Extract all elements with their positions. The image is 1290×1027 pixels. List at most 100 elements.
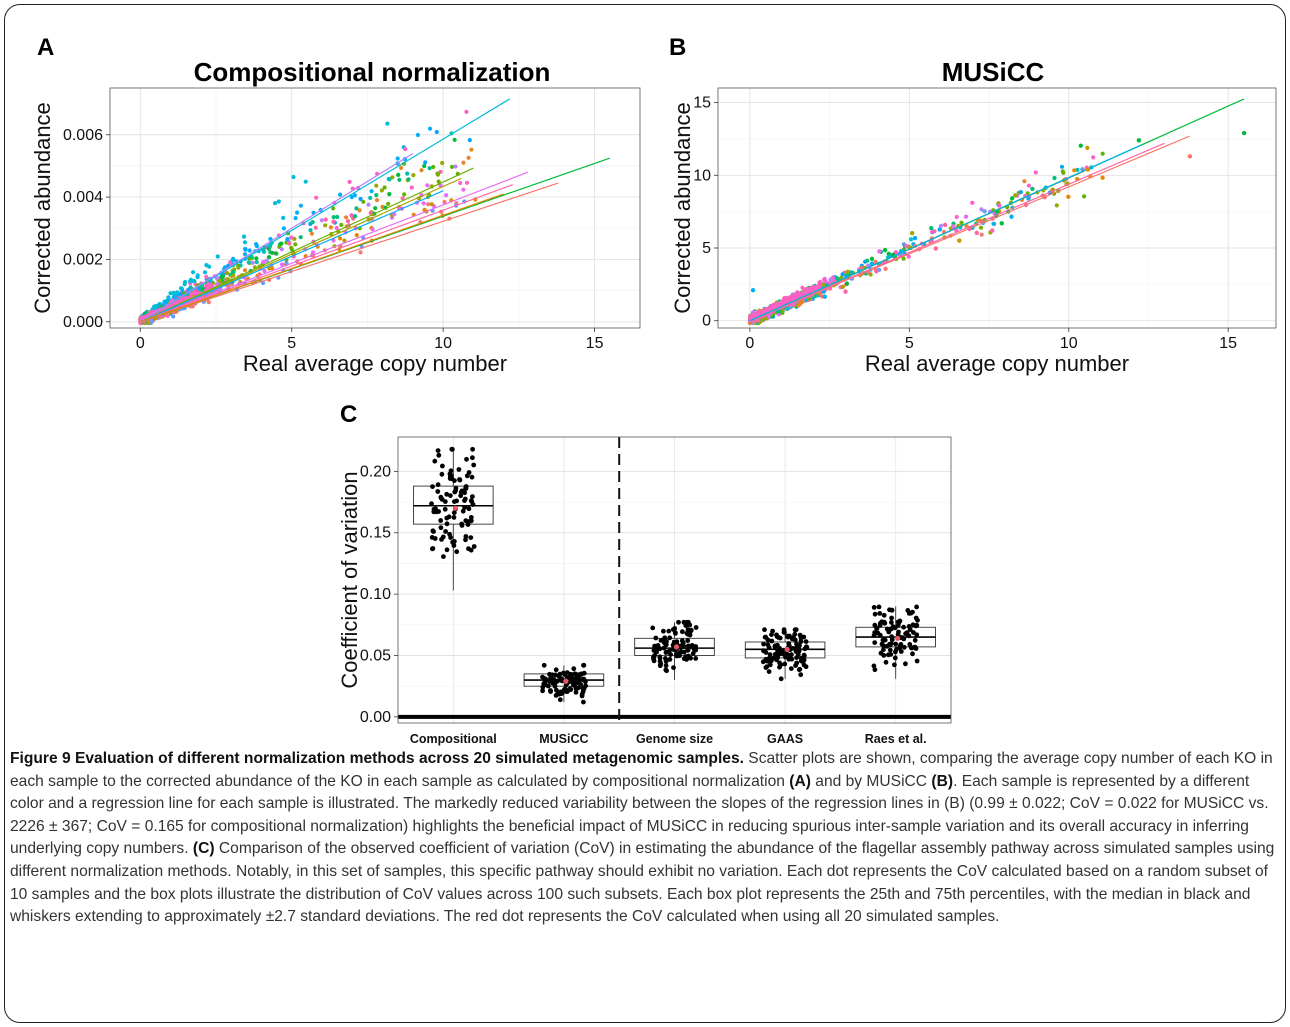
data-point	[914, 604, 919, 610]
data-point	[763, 316, 768, 321]
data-point	[667, 657, 673, 662]
data-point	[206, 300, 211, 305]
data-point	[268, 244, 273, 249]
data-point	[344, 215, 349, 220]
data-point	[369, 189, 374, 194]
data-point	[249, 254, 254, 260]
data-point	[999, 221, 1004, 226]
data-point	[309, 231, 314, 236]
data-point	[425, 183, 430, 188]
regression-line	[140, 167, 474, 323]
data-point	[374, 193, 379, 198]
figure-caption: Figure 9 Evaluation of different normali…	[10, 748, 1280, 929]
data-point	[387, 192, 392, 197]
data-point	[243, 247, 248, 252]
panel-letter-b: B	[669, 34, 686, 61]
data-point	[285, 237, 290, 242]
x-tick-label: 0	[745, 335, 754, 352]
panel-c-boxplot: Compositional MUSiCC Genome size GAAS Raes e…	[337, 436, 952, 746]
data-point	[672, 626, 678, 631]
data-point	[910, 231, 915, 236]
data-point	[783, 299, 788, 304]
data-point	[1010, 196, 1015, 201]
data-point	[207, 264, 212, 269]
data-point	[874, 269, 879, 274]
regression-line	[140, 184, 514, 323]
data-point	[444, 515, 450, 521]
data-point	[873, 259, 878, 264]
data-point	[777, 664, 782, 670]
data-point	[904, 244, 909, 249]
data-point	[770, 305, 775, 310]
data-point	[345, 219, 351, 224]
data-point	[769, 638, 775, 644]
data-point	[886, 251, 891, 256]
data-point	[822, 294, 827, 299]
data-point	[997, 203, 1002, 208]
data-point	[865, 258, 870, 263]
data-point	[273, 201, 278, 206]
data-point	[421, 201, 426, 206]
data-point	[431, 509, 437, 515]
data-point	[254, 256, 259, 261]
data-point	[938, 223, 944, 228]
data-point	[241, 234, 247, 239]
data-point	[313, 225, 318, 230]
data-point	[270, 250, 275, 255]
data-point	[310, 220, 315, 225]
data-point	[892, 662, 897, 668]
data-point	[651, 658, 657, 664]
data-point	[794, 641, 799, 647]
data-point	[872, 640, 878, 645]
data-point	[541, 662, 547, 668]
data-point	[666, 648, 672, 654]
data-point	[178, 298, 183, 303]
data-point	[689, 643, 695, 648]
data-point	[970, 200, 975, 205]
data-point	[456, 467, 462, 472]
data-point	[173, 292, 179, 297]
caption-part-3: . Each sample is represented by a differ…	[10, 772, 1269, 858]
data-point	[353, 214, 358, 219]
data-point	[452, 478, 457, 483]
data-point	[468, 515, 474, 520]
data-point	[398, 165, 404, 170]
data-point	[331, 206, 336, 211]
data-point	[449, 473, 454, 478]
y-tick-label: 15	[693, 95, 711, 112]
data-point	[763, 650, 769, 655]
data-point	[889, 615, 894, 621]
data-point	[663, 663, 669, 669]
data-point	[469, 147, 474, 152]
full-sample-point	[895, 635, 901, 641]
data-point	[447, 531, 452, 537]
data-point	[188, 278, 193, 284]
data-point	[449, 164, 455, 169]
data-point	[409, 185, 414, 190]
data-point	[1059, 164, 1065, 169]
x-tick-label: 15	[1219, 335, 1237, 352]
data-point	[769, 632, 774, 637]
data-point	[292, 236, 297, 241]
data-point	[242, 268, 248, 273]
data-point	[452, 137, 457, 142]
data-point	[872, 667, 878, 673]
data-point	[951, 224, 956, 229]
data-point	[548, 688, 553, 693]
data-point	[225, 277, 230, 282]
regression-line	[139, 152, 414, 323]
data-point	[803, 664, 809, 670]
data-point	[800, 659, 806, 665]
data-point	[771, 655, 776, 661]
data-point	[990, 228, 995, 233]
data-point	[871, 663, 877, 669]
data-point	[540, 674, 545, 680]
y-tick-label: 0.00	[360, 709, 391, 726]
data-point	[471, 462, 477, 468]
data-point	[331, 215, 336, 220]
data-point	[298, 235, 303, 240]
data-point	[415, 132, 420, 138]
regression-line	[140, 190, 444, 323]
data-point	[982, 209, 987, 214]
